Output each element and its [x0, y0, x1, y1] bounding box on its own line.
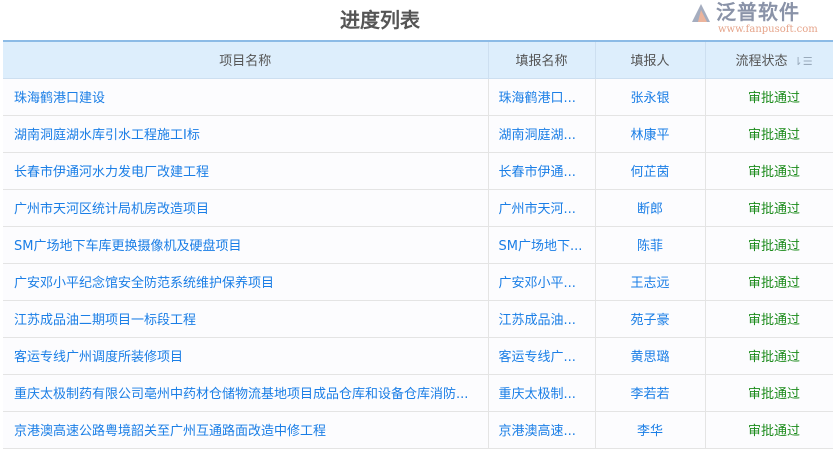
reporter-name: 林康平: [595, 115, 706, 153]
project-name-link[interactable]: 广州市天河区统计局机房改造项目: [3, 189, 489, 227]
project-name-link[interactable]: 客运专线广州调度所装修项目: [3, 337, 489, 375]
column-header-report[interactable]: 填报名称: [488, 40, 596, 79]
status-badge: 审批通过: [705, 300, 833, 338]
status-badge: 审批通过: [705, 115, 833, 153]
reporter-name: 陈菲: [595, 226, 706, 264]
fanpu-logo-icon: [692, 4, 710, 22]
table-row[interactable]: 重庆太极制药有限公司亳州中药材仓储物流基地项目成品仓库和设备仓库消防... 重庆…: [3, 374, 833, 412]
status-badge: 审批通过: [705, 152, 833, 190]
table-row[interactable]: 京港澳高速公路粤境韶关至广州互通路面改造中修工程 京港澳高速... 李华 审批通…: [3, 411, 833, 449]
status-badge: 审批通过: [705, 411, 833, 449]
reporter-name: 黄思璐: [595, 337, 706, 375]
project-name-link[interactable]: 珠海鹤港口建设: [3, 78, 489, 116]
report-name-link[interactable]: 重庆太极制...: [488, 374, 596, 412]
report-name-link[interactable]: 京港澳高速...: [488, 411, 596, 449]
status-badge: 审批通过: [705, 374, 833, 412]
project-name-link[interactable]: 湖南洞庭湖水库引水工程施工I标: [3, 115, 489, 153]
report-name-link[interactable]: 江苏成品油...: [488, 300, 596, 338]
status-badge: 审批通过: [705, 78, 833, 116]
report-name-link[interactable]: 湖南洞庭湖...: [488, 115, 596, 153]
table-row[interactable]: 广州市天河区统计局机房改造项目 广州市天河... 断郎 审批通过: [3, 189, 833, 227]
column-header-reporter[interactable]: 填报人: [595, 40, 706, 79]
project-name-link[interactable]: 长春市伊通河水力发电厂改建工程: [3, 152, 489, 190]
project-name-link[interactable]: 京港澳高速公路粤境韶关至广州互通路面改造中修工程: [3, 411, 489, 449]
table-row[interactable]: 湖南洞庭湖水库引水工程施工I标 湖南洞庭湖... 林康平 审批通过: [3, 115, 833, 153]
report-name-link[interactable]: 长春市伊通...: [488, 152, 596, 190]
reporter-name: 李若若: [595, 374, 706, 412]
report-name-link[interactable]: SM广场地下...: [488, 226, 596, 264]
sort-icon[interactable]: ⇂☰: [793, 55, 813, 69]
watermark: 泛普软件 www.fanpusoft.com: [690, 0, 830, 40]
report-name-link[interactable]: 珠海鹤港口...: [488, 78, 596, 116]
table-row[interactable]: 珠海鹤港口建设 珠海鹤港口... 张永银 审批通过: [3, 78, 833, 116]
project-name-link[interactable]: 重庆太极制药有限公司亳州中药材仓储物流基地项目成品仓库和设备仓库消防...: [3, 374, 489, 412]
status-badge: 审批通过: [705, 189, 833, 227]
column-header-project[interactable]: 项目名称: [3, 40, 489, 79]
watermark-text: 泛普软件: [716, 0, 800, 24]
reporter-name: 李华: [595, 411, 706, 449]
table-row[interactable]: 客运专线广州调度所装修项目 客运专线广... 黄思璐 审批通过: [3, 337, 833, 375]
report-name-link[interactable]: 广州市天河...: [488, 189, 596, 227]
project-name-link[interactable]: 广安邓小平纪念馆安全防范系统维护保养项目: [3, 263, 489, 301]
watermark-url: www.fanpusoft.com: [718, 24, 818, 35]
page-title: 进度列表: [340, 8, 420, 32]
progress-table: 项目名称 填报名称 填报人 流程状态 ⇂☰ 珠海鹤港口建设 珠海鹤港口... 张永…: [3, 40, 833, 449]
reporter-name: 断郎: [595, 189, 706, 227]
table-row[interactable]: SM广场地下车库更换摄像机及硬盘项目 SM广场地下... 陈菲 审批通过: [3, 226, 833, 264]
report-name-link[interactable]: 客运专线广...: [488, 337, 596, 375]
table-row[interactable]: 江苏成品油二期项目一标段工程 江苏成品油... 苑子豪 审批通过: [3, 300, 833, 338]
status-badge: 审批通过: [705, 337, 833, 375]
status-badge: 审批通过: [705, 263, 833, 301]
project-name-link[interactable]: 江苏成品油二期项目一标段工程: [3, 300, 489, 338]
table-header: 项目名称 填报名称 填报人 流程状态 ⇂☰: [3, 40, 833, 79]
report-name-link[interactable]: 广安邓小平...: [488, 263, 596, 301]
project-name-link[interactable]: SM广场地下车库更换摄像机及硬盘项目: [3, 226, 489, 264]
status-header-label: 流程状态: [735, 54, 788, 70]
reporter-name: 王志远: [595, 263, 706, 301]
table-row[interactable]: 长春市伊通河水力发电厂改建工程 长春市伊通... 何芷茵 审批通过: [3, 152, 833, 190]
reporter-name: 张永银: [595, 78, 706, 116]
reporter-name: 苑子豪: [595, 300, 706, 338]
status-badge: 审批通过: [705, 226, 833, 264]
reporter-name: 何芷茵: [595, 152, 706, 190]
table-row[interactable]: 广安邓小平纪念馆安全防范系统维护保养项目 广安邓小平... 王志远 审批通过: [3, 263, 833, 301]
column-header-status[interactable]: 流程状态 ⇂☰: [705, 40, 833, 79]
